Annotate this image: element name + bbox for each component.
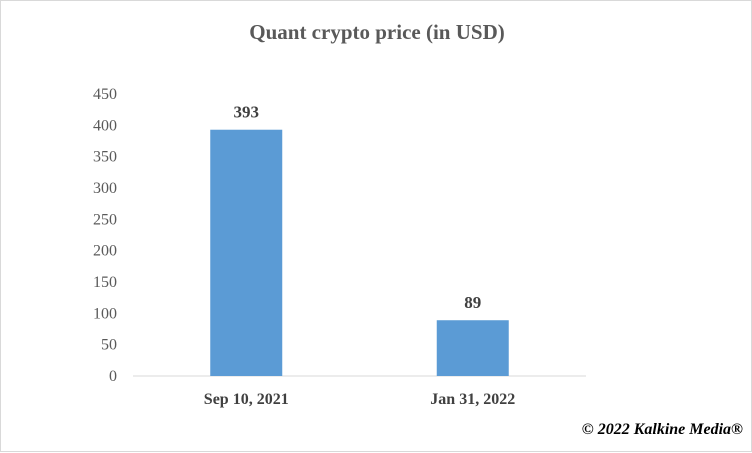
x-tick-label: Sep 10, 2021 — [204, 391, 289, 408]
y-tick-label: 350 — [93, 149, 117, 166]
y-tick-label: 450 — [93, 86, 117, 103]
y-tick-label: 150 — [93, 274, 117, 291]
bars — [210, 129, 509, 376]
y-tick-label: 400 — [93, 117, 117, 134]
bar — [210, 129, 283, 376]
data-labels: 393 89 — [234, 103, 482, 313]
y-tick-label: 200 — [93, 243, 117, 260]
y-tick-label: 300 — [93, 180, 117, 197]
bar — [436, 320, 509, 376]
y-axis: 0 50 100 150 200 250 300 350 400 450 — [93, 86, 117, 385]
data-label: 89 — [464, 293, 481, 312]
y-tick-label: 250 — [93, 211, 117, 228]
y-tick-label: 0 — [109, 368, 117, 385]
copyright-watermark: © 2022 Kalkine Media® — [581, 421, 743, 438]
chart-title: Quant crypto price (in USD) — [249, 20, 505, 44]
data-label: 393 — [234, 103, 260, 122]
y-tick-label: 100 — [93, 305, 117, 322]
x-tick-label: Jan 31, 2022 — [430, 391, 515, 408]
x-axis: Sep 10, 2021 Jan 31, 2022 — [204, 391, 515, 408]
y-tick-label: 50 — [101, 337, 117, 354]
